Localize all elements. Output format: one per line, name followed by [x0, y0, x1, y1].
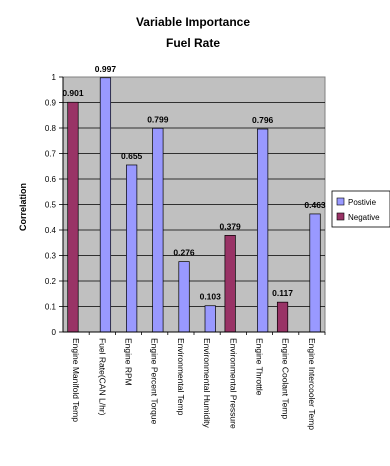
legend-label: Negative [348, 213, 380, 222]
bar [309, 213, 321, 333]
y-tick-label: 0.5 [45, 201, 57, 210]
bar [257, 128, 269, 333]
bar [276, 301, 289, 333]
bar [224, 235, 236, 333]
data-label: 0.276 [173, 248, 195, 258]
data-label: 0.901 [62, 88, 84, 98]
bar [99, 77, 112, 333]
legend-swatch [336, 212, 345, 221]
category-label: Engine Intercooler Temp [307, 338, 317, 430]
y-tick-label: 0.7 [45, 150, 57, 159]
y-tick-label: 0.9 [45, 99, 57, 108]
bar [178, 261, 190, 333]
data-labels: 0.901 0.997 0.655 0.799 0.276 0.103 0.379 0.796… [62, 64, 326, 302]
y-tick-label: 0.2 [45, 277, 57, 286]
bar [152, 127, 164, 333]
legend-box [331, 190, 390, 228]
y-ticks: 0 0.1 0.2 0.3 0.4 0.5 0.6 0.7 0.8 0.9 1 [45, 73, 326, 337]
data-label: 0.997 [95, 64, 117, 74]
data-label: 0.103 [200, 292, 222, 302]
category-labels: Engine Manifold Temp Fuel Rate(CAN L/hr) E… [71, 338, 317, 430]
data-label: 0.117 [272, 288, 293, 298]
category-label: Environmental Temp [176, 338, 186, 416]
chart-subtitle: Fuel Rate [166, 36, 220, 50]
bar [204, 305, 216, 333]
category-label: Engine Coolant Temp [281, 338, 291, 419]
category-label: Engine Throttle [255, 338, 265, 396]
data-label: 0.655 [121, 151, 143, 161]
y-axis-label: Correlation [18, 183, 28, 231]
y-tick-label: 1 [52, 73, 57, 82]
bar [126, 164, 138, 333]
data-label: 0.796 [252, 115, 274, 125]
category-label: Engine Manifold Temp [71, 338, 81, 422]
y-tick-label: 0 [52, 328, 57, 337]
category-label: Engine RPM [124, 338, 134, 386]
y-tick-label: 0.8 [45, 124, 57, 133]
category-label: Engine Percent Torque [150, 338, 160, 425]
chart-title: Variable Importance [136, 15, 250, 29]
data-label: 0.463 [304, 200, 326, 210]
bar [67, 101, 79, 333]
legend-swatch [336, 197, 345, 206]
y-tick-label: 0.6 [45, 175, 57, 184]
data-label: 0.799 [147, 114, 169, 124]
category-label: Environmental Humidity [202, 338, 212, 429]
data-label: 0.379 [220, 221, 242, 231]
legend: Postivie Negative [331, 190, 390, 228]
y-tick-label: 0.4 [45, 226, 57, 235]
legend-label: Postivie [348, 198, 377, 207]
category-label: Environmental Pressure [228, 338, 238, 429]
y-tick-label: 0.1 [45, 303, 57, 312]
category-label: Fuel Rate(CAN L/hr) [97, 338, 107, 416]
y-tick-label: 0.3 [45, 252, 57, 261]
